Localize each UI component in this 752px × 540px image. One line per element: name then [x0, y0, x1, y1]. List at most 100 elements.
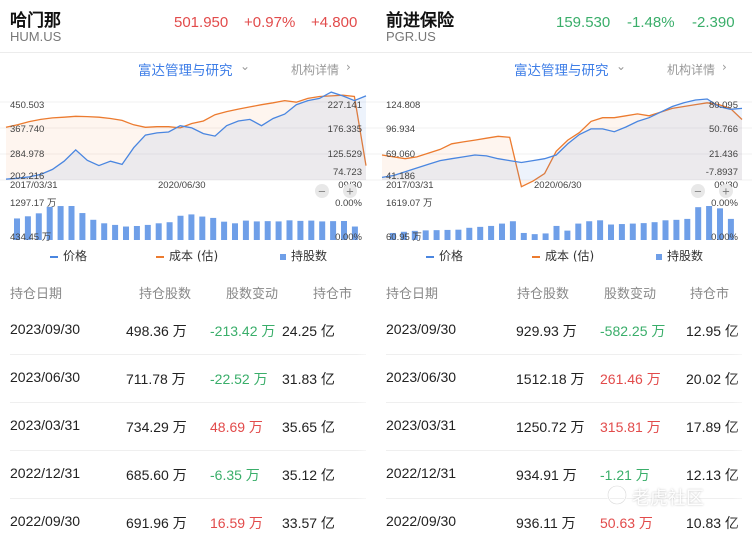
column-value[interactable]: 持仓市	[313, 287, 353, 302]
table-row[interactable]: 2023/06/30 711.78 万 -22.52 万 31.83 亿	[0, 354, 376, 402]
holding-chart[interactable]: 124.808 96.934 69.060 41.186 80.095 50.766 21.…	[376, 88, 752, 244]
cost-area	[382, 102, 742, 187]
holding-bar	[608, 224, 614, 240]
column-date[interactable]: 持仓日期	[10, 287, 63, 302]
row-divider	[386, 402, 742, 403]
institution-detail-link[interactable]: 机构详情	[667, 63, 716, 77]
holding-bar	[695, 207, 702, 240]
holding-bar	[221, 221, 228, 240]
holding-bar	[232, 223, 238, 240]
legend-cost-label: 成本 (估)	[169, 249, 219, 263]
holding-bar	[542, 233, 549, 240]
holding-bar	[400, 231, 407, 240]
share-change: -6.35 万	[210, 467, 260, 483]
y-axis-right-label: 21.436	[709, 149, 738, 160]
holding-bar	[351, 226, 358, 240]
x-axis-label: 2017/03/31	[10, 180, 58, 191]
holding-bar	[210, 217, 217, 240]
holding-bar	[319, 221, 326, 240]
table-row[interactable]: 2023/03/31 1250.72 万 315.81 万 17.89 亿	[376, 402, 752, 450]
price-legend-icon	[426, 255, 434, 258]
table-row[interactable]: 2022/12/31 685.60 万 -6.35 万 35.12 亿	[0, 450, 376, 498]
zoom-out-button[interactable]	[315, 184, 329, 198]
minus-icon: −	[694, 187, 702, 198]
zoom-in-button[interactable]	[719, 184, 733, 198]
share-change: 315.81 万	[600, 419, 661, 435]
holding-bar	[166, 222, 173, 240]
holding-bar	[112, 224, 119, 240]
y-axis-left-label: 367.740	[10, 124, 44, 135]
holding-bar	[297, 220, 304, 240]
plus-icon: +	[346, 187, 354, 198]
holding-bar	[68, 206, 75, 240]
institution-link[interactable]: 富达管理与研究	[514, 63, 609, 79]
holding-date: 2023/03/31	[10, 417, 81, 433]
column-change[interactable]: 股数变动	[604, 287, 657, 302]
table-row[interactable]: 2023/03/31 734.29 万 48.69 万 35.65 亿	[0, 402, 376, 450]
holding-bar	[14, 218, 20, 240]
holding-value: 31.83 亿	[282, 371, 335, 387]
pct-top-label: 0.00%	[335, 198, 362, 209]
y-axis-right-label: 125.529	[328, 149, 362, 160]
column-shares[interactable]: 持仓股数	[139, 287, 192, 302]
plus-icon: +	[722, 187, 730, 198]
legend-price-label: 价格	[63, 249, 88, 263]
column-shares[interactable]: 持仓股数	[517, 287, 570, 302]
institution-row: 富达管理与研究 ⌄ 机构详情 ›	[376, 55, 752, 81]
holding-bar	[411, 230, 418, 240]
holding-chart[interactable]: 450.503 367.740 284.978 202.216 227.141 176.3…	[0, 88, 376, 244]
institution-detail-link[interactable]: 机构详情	[291, 63, 340, 77]
holding-bar	[520, 232, 527, 240]
share-change: -22.52 万	[210, 371, 268, 387]
stock-header[interactable]: 哈门那 HUM.US 501.950 +0.97% +4.800	[0, 0, 376, 52]
holding-bar	[531, 234, 538, 240]
table-row[interactable]: 2023/06/30 1512.18 万 261.46 万 20.02 亿	[376, 354, 752, 402]
holding-bar	[57, 206, 64, 240]
legend-holding-label: 持股数	[667, 249, 704, 263]
holding-bar	[35, 213, 42, 240]
cost-line	[5, 94, 367, 166]
holding-bar	[564, 230, 571, 240]
stock-header[interactable]: 前进保险 PGR.US 159.530 -1.48% -2.390	[376, 0, 752, 52]
column-value[interactable]: 持仓市	[690, 287, 730, 302]
zoom-out-button[interactable]	[691, 184, 705, 198]
column-change[interactable]: 股数变动	[226, 287, 279, 302]
legend-cost: 成本 (估)	[156, 247, 218, 265]
chevron-right-icon[interactable]: ›	[346, 60, 351, 74]
chevron-down-icon[interactable]: ⌄	[240, 59, 251, 73]
stock-name: 哈门那	[10, 11, 61, 31]
table-row[interactable]: 2022/12/31 934.91 万 -1.21 万 12.13 亿	[376, 450, 752, 498]
table-row[interactable]: 2023/09/30 929.93 万 -582.25 万 12.95 亿	[376, 306, 752, 354]
stock-panel-pgr: 前进保险 PGR.US 159.530 -1.48% -2.390 富达管理与研…	[376, 0, 752, 540]
chevron-right-icon[interactable]: ›	[722, 60, 727, 74]
legend-holding: 持股数	[656, 247, 703, 265]
volume-top-label: 1297.17 万	[10, 198, 56, 209]
institution-row: 富达管理与研究 ⌄ 机构详情 ›	[0, 55, 376, 81]
holding-shares: 1512.18 万	[516, 371, 585, 387]
table-row[interactable]: 2022/09/30 936.11 万 50.63 万 10.83 亿	[376, 498, 752, 540]
zoom-in-button[interactable]	[343, 184, 357, 198]
x-axis-label: 2017/03/31	[386, 180, 434, 191]
x-axis-label: 2020/06/30	[534, 180, 582, 191]
holding-shares: 936.11 万	[516, 515, 576, 531]
y-axis-left-label: 284.978	[10, 149, 44, 160]
institution-link[interactable]: 富达管理与研究	[138, 63, 233, 79]
y-axis-left-label: 124.808	[386, 100, 420, 111]
pct-bottom-label: 0.00%	[335, 232, 362, 243]
holding-value: 12.13 亿	[686, 467, 739, 483]
divider	[376, 52, 752, 53]
holding-value: 24.25 亿	[282, 323, 335, 339]
holding-bar	[586, 221, 593, 240]
chevron-down-icon[interactable]: ⌄	[616, 59, 627, 73]
holding-bar	[727, 218, 734, 240]
holding-bar	[618, 224, 625, 240]
holding-value: 17.89 亿	[686, 419, 739, 435]
pct-bottom-label: 0.00%	[711, 232, 738, 243]
share-change: 48.69 万	[210, 419, 263, 435]
table-row[interactable]: 2022/09/30 691.96 万 16.59 万 33.57 亿	[0, 498, 376, 540]
column-date[interactable]: 持仓日期	[386, 287, 439, 302]
holding-bar	[286, 220, 293, 240]
volume-bottom-label: 60.95 万	[386, 232, 422, 243]
table-row[interactable]: 2023/09/30 498.36 万 -213.42 万 24.25 亿	[0, 306, 376, 354]
stock-change-pct: +0.97%	[244, 14, 296, 31]
